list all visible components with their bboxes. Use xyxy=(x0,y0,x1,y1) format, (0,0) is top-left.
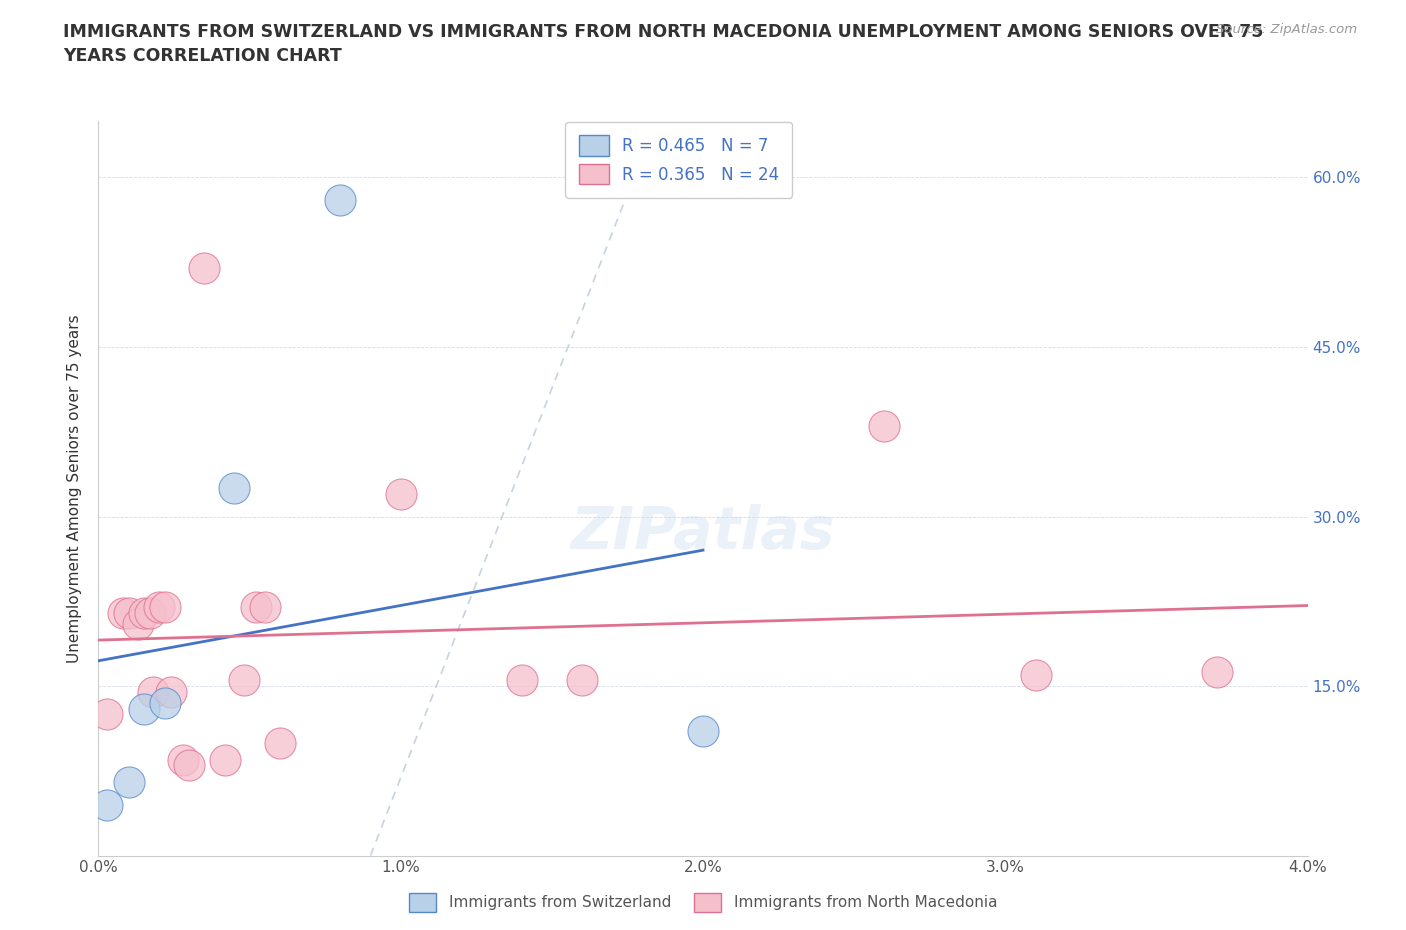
Point xyxy=(873,418,896,433)
Point xyxy=(232,673,254,688)
Point xyxy=(139,605,162,620)
Point xyxy=(142,684,165,699)
Point xyxy=(245,600,267,615)
Point xyxy=(132,701,155,716)
Y-axis label: Unemployment Among Seniors over 75 years: Unemployment Among Seniors over 75 years xyxy=(67,314,83,662)
Point xyxy=(253,600,276,615)
Point xyxy=(153,696,176,711)
Point xyxy=(127,617,149,631)
Point xyxy=(692,724,714,738)
Point xyxy=(172,752,194,767)
Point xyxy=(96,797,118,812)
Text: Source: ZipAtlas.com: Source: ZipAtlas.com xyxy=(1216,23,1357,36)
Legend: R = 0.465   N = 7, R = 0.365   N = 24: R = 0.465 N = 7, R = 0.365 N = 24 xyxy=(565,122,793,197)
Point xyxy=(111,605,134,620)
Legend: Immigrants from Switzerland, Immigrants from North Macedonia: Immigrants from Switzerland, Immigrants … xyxy=(402,887,1004,918)
Point xyxy=(571,673,593,688)
Point xyxy=(269,735,291,750)
Point xyxy=(1206,665,1229,680)
Point xyxy=(329,193,352,207)
Point xyxy=(160,684,183,699)
Point xyxy=(224,481,246,496)
Point xyxy=(153,600,176,615)
Point xyxy=(1025,668,1047,683)
Point xyxy=(389,486,412,501)
Point xyxy=(96,707,118,722)
Text: ZIPatlas: ZIPatlas xyxy=(571,504,835,561)
Point xyxy=(179,758,201,773)
Point xyxy=(510,673,533,688)
Point xyxy=(118,775,141,790)
Point xyxy=(214,752,236,767)
Point xyxy=(148,600,170,615)
Point xyxy=(193,260,215,275)
Point xyxy=(132,605,155,620)
Point xyxy=(118,605,141,620)
Text: IMMIGRANTS FROM SWITZERLAND VS IMMIGRANTS FROM NORTH MACEDONIA UNEMPLOYMENT AMON: IMMIGRANTS FROM SWITZERLAND VS IMMIGRANT… xyxy=(63,23,1264,65)
